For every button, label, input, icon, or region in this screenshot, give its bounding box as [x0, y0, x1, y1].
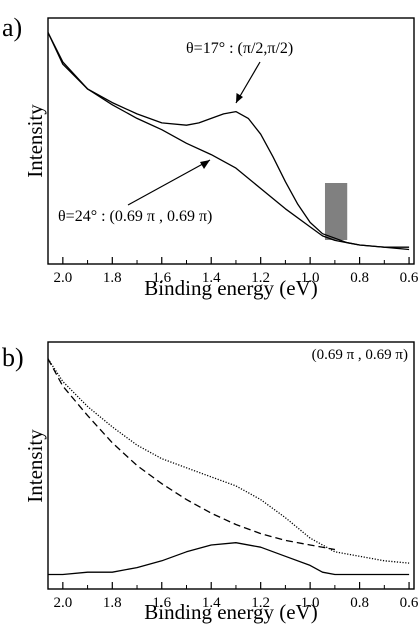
x-tick-label: 0.6: [400, 270, 419, 286]
series-line-a-1: [47, 32, 410, 248]
series-group-a: [47, 32, 410, 251]
series-line-b-1: [47, 358, 410, 564]
x-tick-label: 1.0: [301, 270, 320, 286]
series-line-b-2: [47, 358, 336, 551]
x-tick-label: 0.8: [350, 270, 369, 286]
annotation-theta-24: θ=24° : (0.69 π , 0.69 π): [58, 208, 212, 225]
x-ticks-a: 2.0 1.8 1.6 1.4 1.2 1.0 0.8 0.6: [53, 257, 419, 286]
plot-frame-a: [47, 17, 415, 265]
x-tick-label: 1.4: [202, 270, 221, 286]
y-axis-label-b: Intensity: [23, 429, 47, 503]
y-axis-label-a: Intensity: [23, 104, 47, 178]
x-tick-label: 1.0: [301, 595, 320, 611]
x-ticks-b: 2.0 1.8 1.6 1.4 1.2 1.0 0.8 0.6: [53, 582, 419, 611]
x-tick-label: 1.8: [103, 270, 122, 286]
plot-frame-b: [47, 341, 415, 590]
series-line-b-3: [48, 542, 410, 576]
arrow-24-head: [200, 160, 210, 169]
arrow-17-head: [236, 93, 243, 103]
annotation-theta-17: θ=17° : (π/2,π/2): [186, 40, 293, 57]
x-axis-label-b: Binding energy (eV): [144, 600, 317, 624]
x-tick-label: 1.6: [152, 270, 171, 286]
x-axis-label-a: Binding energy (eV): [144, 276, 317, 300]
x-tick-label: 1.2: [251, 270, 270, 286]
x-tick-label: 0.6: [400, 595, 419, 611]
highlight-band: [324, 183, 348, 240]
x-tick-label: 1.2: [251, 595, 270, 611]
arrow-24-line: [127, 159, 211, 206]
x-tick-label: 0.8: [350, 595, 369, 611]
panel-b: b) 2.0 1.8 1.6 1.4 1.2 1.0 0.8 0.6 Binding ener…: [2, 341, 419, 624]
x-tick-label: 1.6: [152, 595, 171, 611]
x-tick-label: 2.0: [53, 270, 72, 286]
panel-a: a) 2.0 1.8 1.6 1.4 1.2 1.0 0.8 0.6 Binding ener…: [2, 13, 419, 300]
x-tick-label: 1.4: [202, 595, 221, 611]
x-tick-label: 1.8: [103, 595, 122, 611]
series-group-b: [47, 358, 410, 576]
panel-a-label: a): [2, 13, 22, 42]
series-line-a-2: [47, 32, 410, 251]
panel-b-annotation: (0.69 π , 0.69 π): [312, 347, 408, 363]
panel-b-label: b): [2, 343, 24, 372]
x-tick-label: 2.0: [53, 595, 72, 611]
